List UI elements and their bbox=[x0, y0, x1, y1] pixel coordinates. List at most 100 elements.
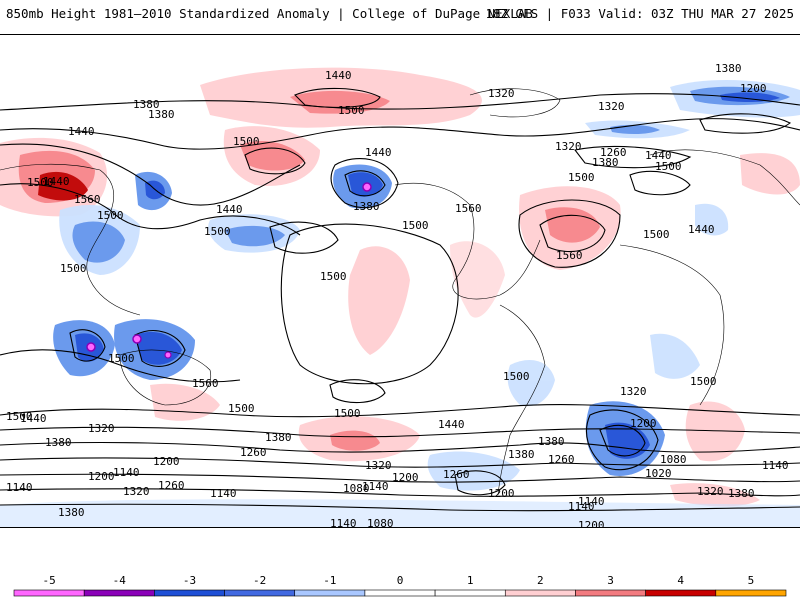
contour-line bbox=[0, 143, 301, 206]
contour-line bbox=[0, 183, 301, 236]
anomaly-area-antarctic bbox=[0, 499, 800, 527]
coastline-north-america bbox=[394, 182, 541, 300]
contour-label: 1200 bbox=[578, 519, 605, 528]
colorbar-segments bbox=[13, 589, 787, 597]
colorbar-tick-label: 5 bbox=[748, 574, 755, 587]
contour-line bbox=[0, 93, 800, 111]
contour-label: 1440 bbox=[365, 146, 392, 159]
contour-label: 1140 bbox=[113, 466, 140, 479]
contour-label: 1200 bbox=[88, 470, 115, 483]
contour-label: 1500 bbox=[690, 375, 717, 388]
low-centers bbox=[86, 182, 372, 359]
contour-line bbox=[599, 424, 646, 457]
anomaly-area-east-europe bbox=[695, 203, 729, 236]
map-header: 850mb Height 1981–2010 Standardized Anom… bbox=[0, 0, 800, 30]
contour-label: 1320 bbox=[88, 422, 115, 435]
contour-label: 1440 bbox=[68, 125, 95, 138]
contour-line bbox=[294, 87, 381, 108]
contour-label: 1500 bbox=[643, 228, 670, 241]
contour-line bbox=[518, 199, 621, 268]
anomaly-area-south-pacific-core bbox=[330, 430, 380, 451]
contour-label: 1200 bbox=[740, 82, 767, 95]
contour-line bbox=[0, 488, 800, 497]
contour-line bbox=[629, 170, 691, 196]
anomaly-area-east-asia-blue-mid bbox=[72, 221, 125, 263]
anomaly-area-africa bbox=[650, 333, 700, 379]
anomaly-area-southeast-pacific bbox=[450, 241, 505, 318]
colorbar-tick-label: -2 bbox=[253, 574, 266, 587]
contour-line bbox=[0, 473, 800, 483]
negative-anomaly-shading bbox=[0, 79, 800, 527]
colorbar-segment bbox=[294, 589, 366, 597]
contour-line bbox=[0, 503, 800, 512]
colorbar-svg: -5 -4 -3 -2 -1 0 1 2 3 4 5 bbox=[13, 574, 787, 597]
contour-line bbox=[0, 118, 800, 150]
contour-label: 1380 bbox=[133, 98, 160, 111]
contour-line bbox=[699, 113, 792, 134]
contour-line bbox=[280, 223, 459, 385]
anomaly-area-south-america-blue bbox=[507, 360, 555, 407]
contour-label: 1560 bbox=[192, 377, 219, 390]
contour-label: 1380 bbox=[715, 62, 742, 75]
anomaly-area-west-pacific-core bbox=[225, 225, 285, 247]
contour-label: 1380 bbox=[538, 435, 565, 448]
contour-label: 1260 bbox=[443, 468, 470, 481]
contour-label: 1500 bbox=[568, 171, 595, 184]
colorbar-tick-label: -3 bbox=[183, 574, 196, 587]
coastline-greenland bbox=[469, 88, 561, 118]
anomaly-colorbar: -5 -4 -3 -2 -1 0 1 2 3 4 5 bbox=[0, 568, 800, 600]
contour-label: 1500 bbox=[655, 160, 682, 173]
contour-label: 1500 bbox=[108, 352, 135, 365]
colorbar-segment bbox=[504, 589, 576, 597]
contour-label: 1260 bbox=[158, 479, 185, 492]
anomaly-map: 1380 1380 1440 1440 1500 1500 1320 1380 … bbox=[0, 35, 800, 528]
contour-line bbox=[269, 221, 339, 254]
contour-label: 1500 bbox=[27, 176, 54, 189]
contour-label: 1560 bbox=[74, 193, 101, 206]
contour-label: 1380 bbox=[265, 431, 292, 444]
contour-label: 1380 bbox=[592, 156, 619, 169]
contour-label: 1320 bbox=[697, 485, 724, 498]
colorbar-tick-label: -5 bbox=[42, 574, 55, 587]
contour-label: 1140 bbox=[362, 480, 389, 493]
anomaly-area-far-south bbox=[670, 483, 760, 507]
contour-line bbox=[586, 409, 659, 471]
contour-label: 1140 bbox=[762, 459, 789, 472]
anomaly-area-north-pacific-core bbox=[240, 140, 305, 171]
low-center-marker bbox=[362, 182, 372, 192]
colorbar-segment bbox=[13, 589, 85, 597]
contour-label: 1200 bbox=[630, 417, 657, 430]
contour-label: 1560 bbox=[455, 202, 482, 215]
contour-line bbox=[539, 214, 606, 253]
contour-label: 1500 bbox=[6, 410, 33, 423]
contour-line bbox=[454, 470, 506, 496]
colorbar-segment bbox=[575, 589, 646, 597]
contour-label: 1320 bbox=[123, 485, 150, 498]
anomaly-area-siberia-core bbox=[720, 92, 780, 103]
contour-label: 1440 bbox=[438, 418, 465, 431]
colorbar-tick-label: 4 bbox=[677, 574, 684, 587]
coastline-europe bbox=[649, 149, 800, 206]
anomaly-area-arctic-core bbox=[290, 90, 390, 114]
contour-label: 1020 bbox=[645, 467, 672, 480]
coastlines bbox=[0, 88, 800, 496]
colorbar-segment bbox=[364, 589, 436, 597]
contour-line bbox=[0, 441, 800, 453]
colorbar-segment bbox=[645, 589, 717, 597]
contour-label: 1500 bbox=[338, 104, 365, 117]
map-panel: 1380 1380 1440 1440 1500 1500 1320 1380 … bbox=[0, 34, 800, 528]
coastline-africa bbox=[619, 244, 725, 406]
contour-label: 1440 bbox=[688, 223, 715, 236]
contour-label: 1080 bbox=[343, 482, 370, 495]
contour-label: 1500 bbox=[233, 135, 260, 148]
contour-line bbox=[134, 330, 186, 367]
contour-label: 1380 bbox=[508, 448, 535, 461]
contour-labels: 1380 1380 1440 1440 1500 1500 1320 1380 … bbox=[6, 62, 789, 528]
contour-label: 1500 bbox=[320, 270, 347, 283]
contour-label: 1080 bbox=[660, 453, 687, 466]
colorbar-segment bbox=[83, 589, 155, 597]
contour-label: 1380 bbox=[58, 506, 85, 519]
coastline-south-america bbox=[497, 304, 546, 496]
contour-label: 1500 bbox=[204, 225, 231, 238]
contour-label: 1320 bbox=[620, 385, 647, 398]
